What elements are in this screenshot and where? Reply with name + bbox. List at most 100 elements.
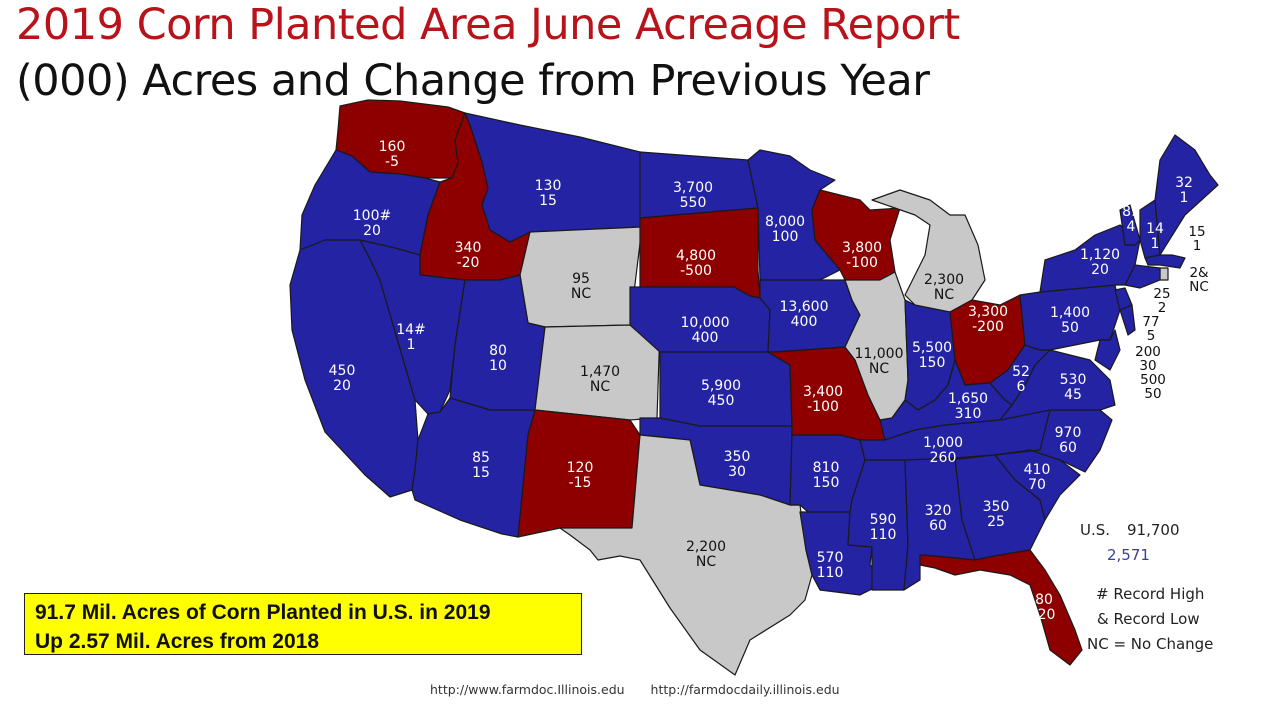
state-acres: 1,470 [580, 364, 620, 380]
state-acres: 350 [724, 449, 751, 465]
state-label: 350 25 [983, 499, 1010, 530]
state-change: 400 [692, 330, 719, 346]
state-shape [1154, 134, 1219, 256]
us-total-change: 2,571 [1107, 546, 1150, 564]
state-label: 3,300 -200 [968, 304, 1008, 335]
state-change: 260 [930, 450, 957, 466]
state-acres: 590 [870, 512, 897, 528]
state-change: 1 [1151, 236, 1160, 252]
state-change: -500 [680, 263, 712, 279]
url-farmdocdaily[interactable]: http://farmdocdaily.illinois.edu [650, 682, 840, 697]
legend-record-high: # Record High [1096, 585, 1204, 603]
state-change: 5 [1147, 328, 1156, 344]
state-change: -15 [569, 475, 592, 491]
state-change: -5 [385, 154, 399, 170]
state-acres: 8,000 [765, 214, 805, 230]
state-change: -20 [457, 255, 480, 271]
state-label-ext: 15 1 [1188, 224, 1205, 254]
map-title: 2019 Corn Planted Area June Acreage Repo… [16, 0, 960, 50]
state-label: 14 1 [1146, 221, 1164, 252]
state-shape [1124, 264, 1161, 289]
state-label: 530 45 [1060, 372, 1087, 403]
state-label: 970 60 [1055, 425, 1082, 456]
state-acres: 1,120 [1080, 247, 1120, 263]
state-label: 5,500 150 [912, 340, 952, 371]
state-shape [1094, 329, 1121, 371]
state-change: 30 [728, 464, 746, 480]
state-change: 45 [1064, 387, 1082, 403]
state-acres: 2& [1189, 265, 1209, 281]
state-acres: 80 [1035, 592, 1053, 608]
state-acres: 3,300 [968, 304, 1008, 320]
legend-record-low: & Record Low [1097, 610, 1200, 628]
state-change: 150 [919, 355, 946, 371]
state-acres: 89 [1122, 204, 1140, 220]
state-change: 20 [1091, 262, 1109, 278]
state-change: 1 [1193, 238, 1202, 254]
state-change: -100 [846, 255, 878, 271]
state-acres: 3,400 [803, 384, 843, 400]
state-label: 4,800 -500 [676, 248, 716, 279]
state-label: 130 15 [535, 178, 562, 209]
state-change: 60 [929, 518, 947, 534]
state-acres: 120 [567, 460, 594, 476]
state-shape [949, 409, 1113, 473]
state-change: 400 [791, 314, 818, 330]
state-change: 50 [1144, 386, 1161, 402]
state-acres: 200 [1135, 344, 1161, 360]
state-label: 2,200 NC [686, 539, 726, 570]
state-label-ext: 77 5 [1142, 314, 1159, 344]
legend-no-change: NC = No Change [1087, 635, 1213, 653]
state-change: 50 [1061, 320, 1079, 336]
state-acres: 100# [353, 208, 391, 224]
state-acres: 410 [1024, 462, 1051, 478]
state-acres: 5,500 [912, 340, 952, 356]
state-label: 13,600 400 [780, 299, 829, 330]
state-change: -200 [972, 319, 1004, 335]
state-label-ext: 500 50 [1140, 372, 1166, 402]
state-acres: 3,700 [673, 180, 713, 196]
state-change: NC [869, 361, 889, 377]
state-label: 8,000 100 [765, 214, 805, 245]
url-farmdoc[interactable]: http://www.farmdoc.Illinois.edu [430, 682, 625, 697]
state-change: 20 [363, 223, 381, 239]
state-label: 52 6 [1012, 364, 1030, 395]
state-acres: 5,900 [701, 378, 741, 394]
state-change: 60 [1059, 440, 1077, 456]
state-change: 25 [987, 514, 1005, 530]
state-acres: 14# [396, 322, 426, 338]
state-label: 3,400 -100 [803, 384, 843, 415]
state-shape [359, 239, 466, 415]
state-acres: 85 [472, 450, 490, 466]
state-shape [559, 434, 813, 676]
state-acres: 77 [1142, 314, 1159, 330]
state-acres: 4,800 [676, 248, 716, 264]
state-acres: 3,800 [842, 240, 882, 256]
state-change: 310 [955, 406, 982, 422]
state-change: 70 [1028, 477, 1046, 493]
state-change: -100 [807, 399, 839, 415]
state-change: 15 [472, 465, 490, 481]
state-acres: 530 [1060, 372, 1087, 388]
state-change: 450 [708, 393, 735, 409]
us-total-label: U.S. [1080, 521, 1110, 539]
state-change: 6 [1017, 379, 1026, 395]
state-label: 1,400 50 [1050, 305, 1090, 336]
state-label: 2,300 NC [924, 272, 964, 303]
state-acres: 52 [1012, 364, 1030, 380]
callout-line-1: 91.7 Mil. Acres of Corn Planted in U.S. … [35, 601, 491, 624]
state-label: 590 110 [870, 512, 897, 543]
state-label: 5,900 450 [701, 378, 741, 409]
state-label: 810 150 [813, 460, 840, 491]
state-label: 120 -15 [567, 460, 594, 491]
state-label-ext: 200 30 [1135, 344, 1161, 374]
state-acres: 15 [1188, 224, 1205, 240]
state-label: 320 60 [925, 503, 952, 534]
state-label: 85 15 [472, 450, 490, 481]
state-acres: 10,000 [681, 315, 730, 331]
state-change: 2 [1158, 300, 1167, 316]
state-change: 10 [489, 358, 507, 374]
state-label: 10,000 400 [681, 315, 730, 346]
state-label: 100# 20 [353, 208, 391, 239]
